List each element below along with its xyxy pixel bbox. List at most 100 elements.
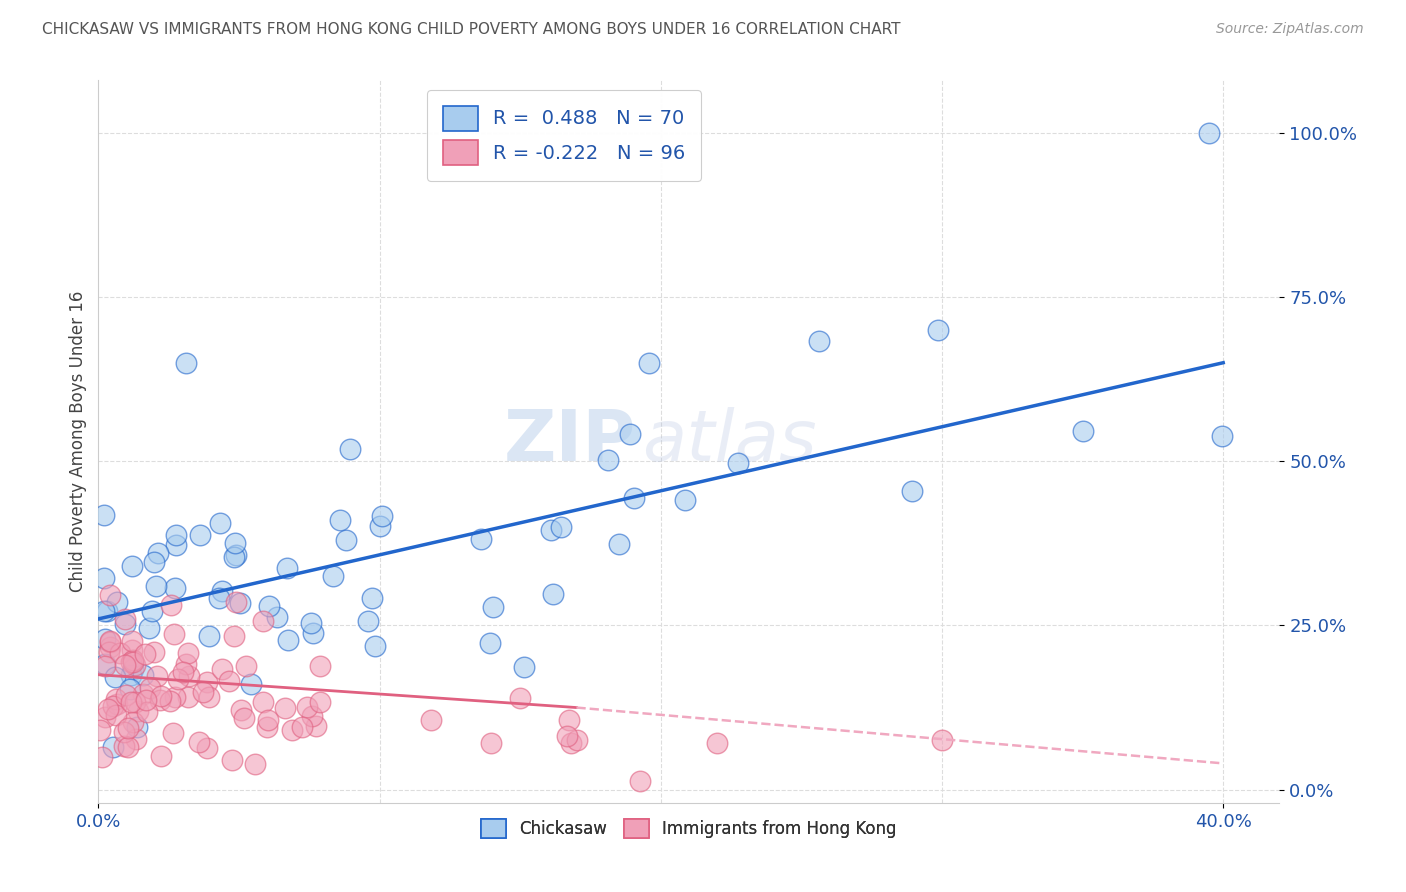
Point [555, 729, 578, 743]
Point [360, 591, 382, 606]
Point [159, 694, 181, 708]
Point [98, 634, 121, 648]
Point [370, 508, 392, 523]
Point [235, 659, 257, 673]
Point [132, 687, 155, 701]
Point [225, 595, 247, 609]
Point [305, 719, 328, 733]
Point [420, 713, 443, 727]
Point [257, 599, 280, 614]
Point [150, 749, 173, 764]
Point [145, 668, 167, 682]
Point [218, 674, 240, 689]
Point [141, 604, 163, 618]
Point [115, 689, 138, 703]
Point [114, 612, 136, 626]
Point [281, 723, 304, 737]
Legend: Chickasaw, Immigrants from Hong Kong: Chickasaw, Immigrants from Hong Kong [474, 813, 904, 845]
Point [901, 484, 924, 499]
Point [706, 735, 728, 749]
Point [195, 741, 218, 756]
Point [114, 616, 136, 631]
Point [120, 668, 142, 682]
Point [162, 627, 184, 641]
Point [112, 724, 135, 739]
Point [243, 757, 266, 772]
Point [187, 734, 209, 748]
Point [165, 537, 187, 551]
Point [173, 665, 195, 679]
Point [132, 668, 155, 682]
Point [1211, 429, 1233, 443]
Point [105, 697, 128, 711]
Point [117, 721, 139, 735]
Point [176, 690, 198, 704]
Point [121, 643, 143, 657]
Point [565, 733, 588, 747]
Point [335, 533, 357, 547]
Point [104, 670, 127, 684]
Point [221, 753, 243, 767]
Point [276, 560, 298, 574]
Point [229, 596, 252, 610]
Point [98, 645, 121, 659]
Point [165, 690, 187, 704]
Point [104, 691, 127, 706]
Point [89, 723, 111, 737]
Point [607, 537, 630, 551]
Point [301, 709, 323, 723]
Point [513, 659, 536, 673]
Point [93, 604, 115, 618]
Point [149, 689, 172, 703]
Point [138, 620, 160, 634]
Point [103, 739, 125, 754]
Point [98, 588, 121, 602]
Point [114, 657, 136, 672]
Point [322, 569, 344, 583]
Point [931, 732, 953, 747]
Point [540, 523, 562, 537]
Point [101, 699, 124, 714]
Point [118, 682, 141, 697]
Point [121, 558, 143, 573]
Point [188, 528, 211, 542]
Point [297, 700, 319, 714]
Point [110, 646, 132, 660]
Point [121, 634, 143, 648]
Point [179, 669, 201, 683]
Point [557, 714, 579, 728]
Point [224, 629, 246, 643]
Point [550, 520, 572, 534]
Point [143, 645, 166, 659]
Point [509, 691, 531, 706]
Point [90, 750, 112, 764]
Point [1071, 424, 1094, 438]
Point [1198, 126, 1220, 140]
Point [165, 581, 187, 595]
Point [481, 600, 503, 615]
Point [107, 594, 129, 608]
Point [138, 681, 160, 695]
Point [240, 677, 263, 691]
Point [673, 493, 696, 508]
Point [628, 774, 651, 789]
Point [105, 707, 128, 722]
Y-axis label: Child Poverty Among Boys Under 16: Child Poverty Among Boys Under 16 [69, 291, 87, 592]
Point [117, 740, 139, 755]
Point [543, 587, 565, 601]
Point [94, 659, 117, 673]
Point [623, 491, 645, 505]
Point [208, 591, 231, 605]
Point [124, 695, 146, 709]
Point [209, 516, 232, 530]
Text: CHICKASAW VS IMMIGRANTS FROM HONG KONG CHILD POVERTY AMONG BOYS UNDER 16 CORRELA: CHICKASAW VS IMMIGRANTS FROM HONG KONG C… [42, 22, 901, 37]
Point [134, 648, 156, 662]
Point [252, 696, 274, 710]
Point [122, 653, 145, 667]
Point [596, 453, 619, 467]
Point [301, 626, 323, 640]
Point [127, 720, 149, 734]
Point [619, 427, 641, 442]
Text: atlas: atlas [641, 407, 817, 476]
Point [329, 513, 352, 527]
